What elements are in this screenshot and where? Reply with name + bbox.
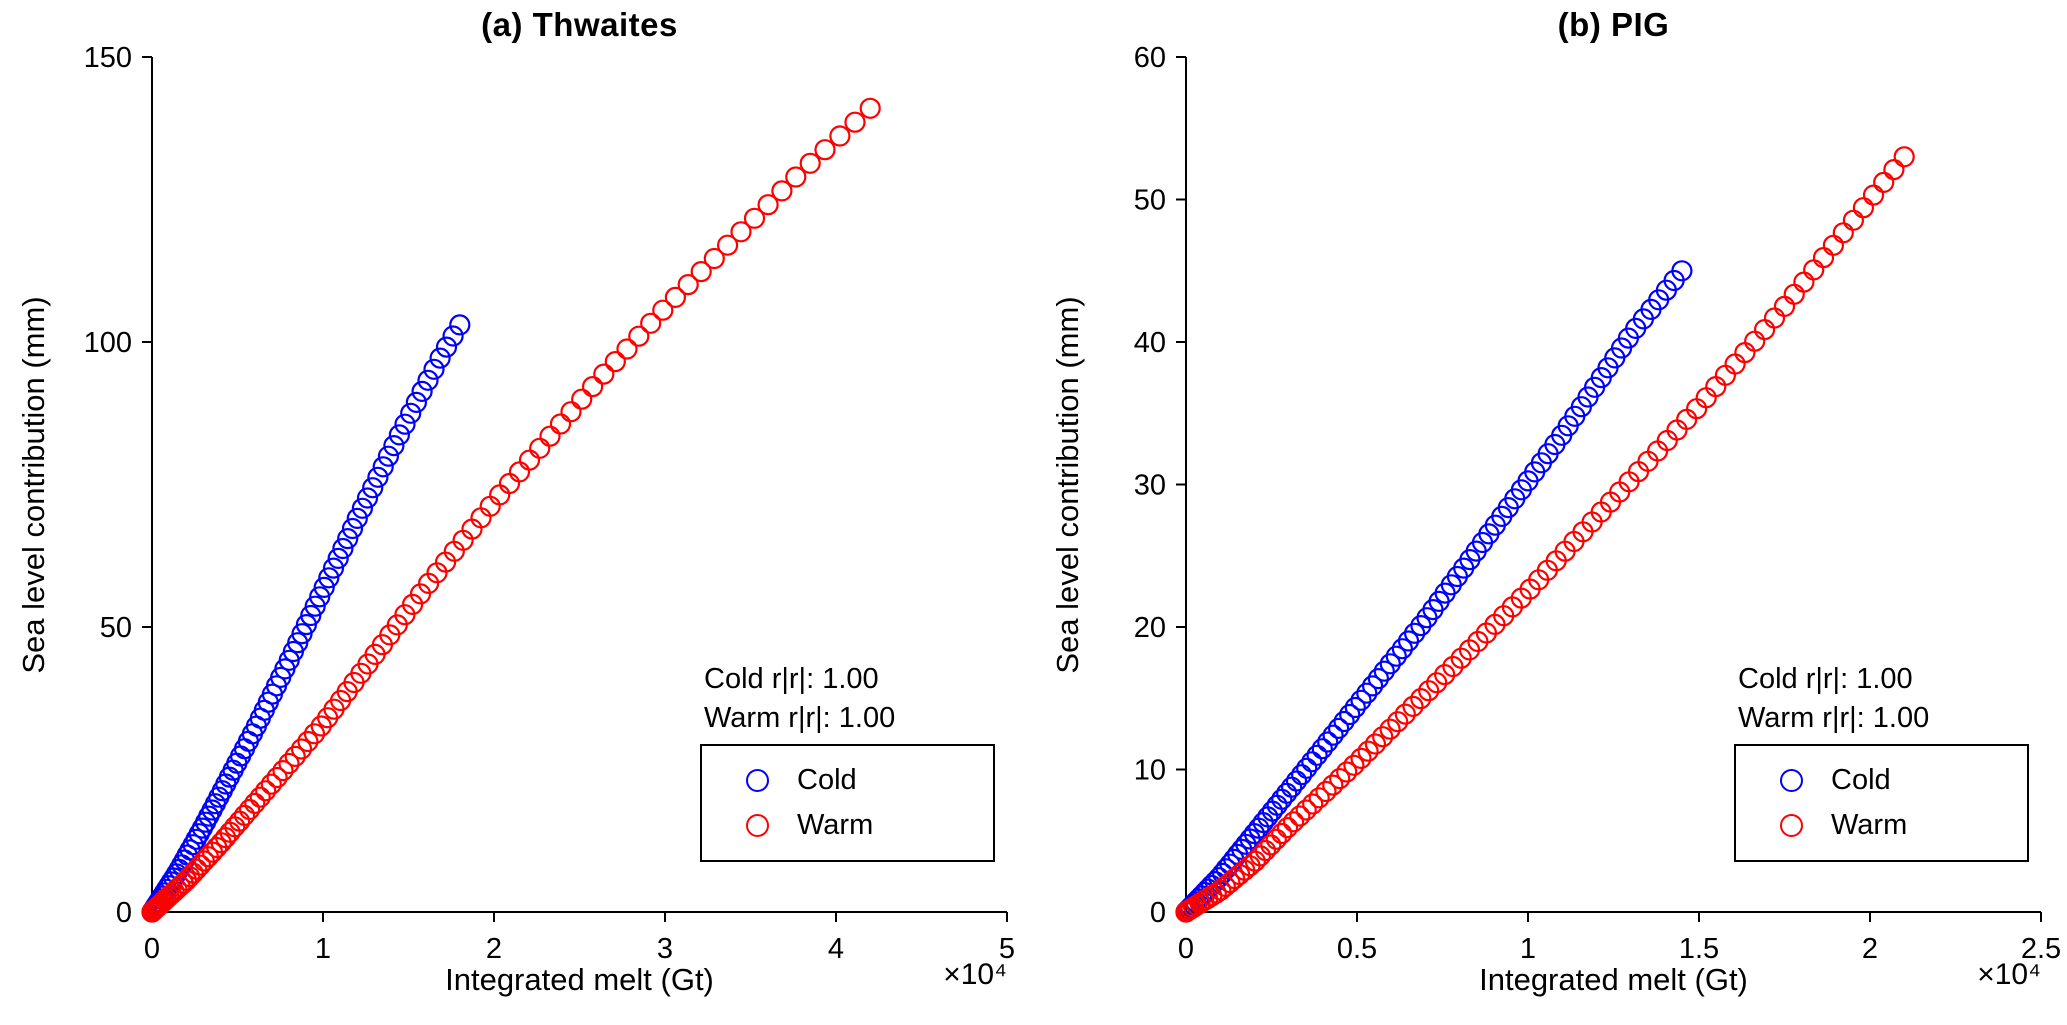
cold-correlation-text: Cold r|r|: 1.00 <box>1738 663 1913 695</box>
svg-text:3: 3 <box>657 933 673 965</box>
series-cold-markers <box>1175 260 1693 923</box>
svg-text:100: 100 <box>84 327 132 359</box>
cold-correlation-text: Cold r|r|: 1.00 <box>704 663 879 695</box>
legend-entry-warm: Warm <box>746 809 993 842</box>
svg-text:4: 4 <box>828 933 844 965</box>
y-axis-label: Sea level contribution (mm) <box>1050 296 1085 674</box>
axes <box>1176 56 2042 922</box>
svg-text:0: 0 <box>1178 933 1194 965</box>
x-axis-label: Integrated melt (Gt) <box>445 962 714 997</box>
x-axis-offset-label: ×10⁴ <box>943 958 1007 991</box>
svg-text:20: 20 <box>1134 612 1166 644</box>
svg-text:1: 1 <box>1520 933 1536 965</box>
warm-marker-icon <box>1780 814 1803 837</box>
correlation-annotation: Cold r|r|: 1.00 Warm r|r|: 1.00 <box>704 660 895 738</box>
chart-title-pig: (b) PIG <box>1557 6 1670 43</box>
svg-text:2: 2 <box>486 933 502 965</box>
svg-text:0.5: 0.5 <box>1337 933 1377 965</box>
svg-text:0: 0 <box>1150 897 1166 929</box>
legend-label-warm: Warm <box>1831 809 1908 841</box>
panel-thwaites: 0 1 2 3 4 5 0 50 100 150 (a) Thwaites Sea level c… <box>0 0 1033 1025</box>
legend-entry-cold: Cold <box>1780 764 2027 797</box>
svg-text:0: 0 <box>116 897 132 929</box>
warm-correlation-text: Warm r|r|: 1.00 <box>704 702 896 734</box>
cold-marker-icon <box>746 769 769 792</box>
svg-text:2.5: 2.5 <box>2021 933 2061 965</box>
legend-label-cold: Cold <box>1831 764 1891 796</box>
svg-text:2: 2 <box>1862 933 1878 965</box>
svg-text:0: 0 <box>144 933 160 965</box>
legend-label-warm: Warm <box>797 809 874 841</box>
x-axis-offset-label: ×10⁴ <box>1977 958 2041 991</box>
svg-text:1.5: 1.5 <box>1679 933 1719 965</box>
legend-label-cold: Cold <box>797 764 857 796</box>
svg-text:40: 40 <box>1134 327 1166 359</box>
svg-text:150: 150 <box>84 42 132 74</box>
warm-marker-icon <box>746 814 769 837</box>
legend: Cold Warm <box>1734 744 2029 862</box>
axes <box>142 56 1008 922</box>
svg-text:60: 60 <box>1134 42 1166 74</box>
plot-area-pig: 0 0.5 1 1.5 2 2.5 0 10 20 30 40 50 60 <box>1134 42 2061 965</box>
svg-text:50: 50 <box>100 612 132 644</box>
legend-entry-warm: Warm <box>1780 809 2027 842</box>
legend-entry-cold: Cold <box>746 764 993 797</box>
legend: Cold Warm <box>700 744 995 862</box>
series-warm-markers <box>1175 146 1915 923</box>
svg-text:5: 5 <box>999 933 1015 965</box>
x-axis-label: Integrated melt (Gt) <box>1479 962 1748 997</box>
series-warm-markers <box>141 97 881 923</box>
svg-text:10: 10 <box>1134 755 1166 787</box>
y-axis-label: Sea level contribution (mm) <box>16 296 51 674</box>
tick-labels: 0 0.5 1 1.5 2 2.5 0 10 20 30 40 50 60 <box>1134 42 2061 965</box>
svg-text:1: 1 <box>315 933 331 965</box>
correlation-annotation: Cold r|r|: 1.00 Warm r|r|: 1.00 <box>1738 660 1929 738</box>
series-cold-markers <box>141 314 471 923</box>
cold-marker-icon <box>1780 769 1803 792</box>
svg-text:30: 30 <box>1134 470 1166 502</box>
warm-correlation-text: Warm r|r|: 1.00 <box>1738 702 1930 734</box>
chart-title-thwaites: (a) Thwaites <box>481 6 678 43</box>
panel-pig: 0 0.5 1 1.5 2 2.5 0 10 20 30 40 50 60 (b) PIG Sea le… <box>1034 0 2067 1025</box>
svg-text:50: 50 <box>1134 185 1166 217</box>
